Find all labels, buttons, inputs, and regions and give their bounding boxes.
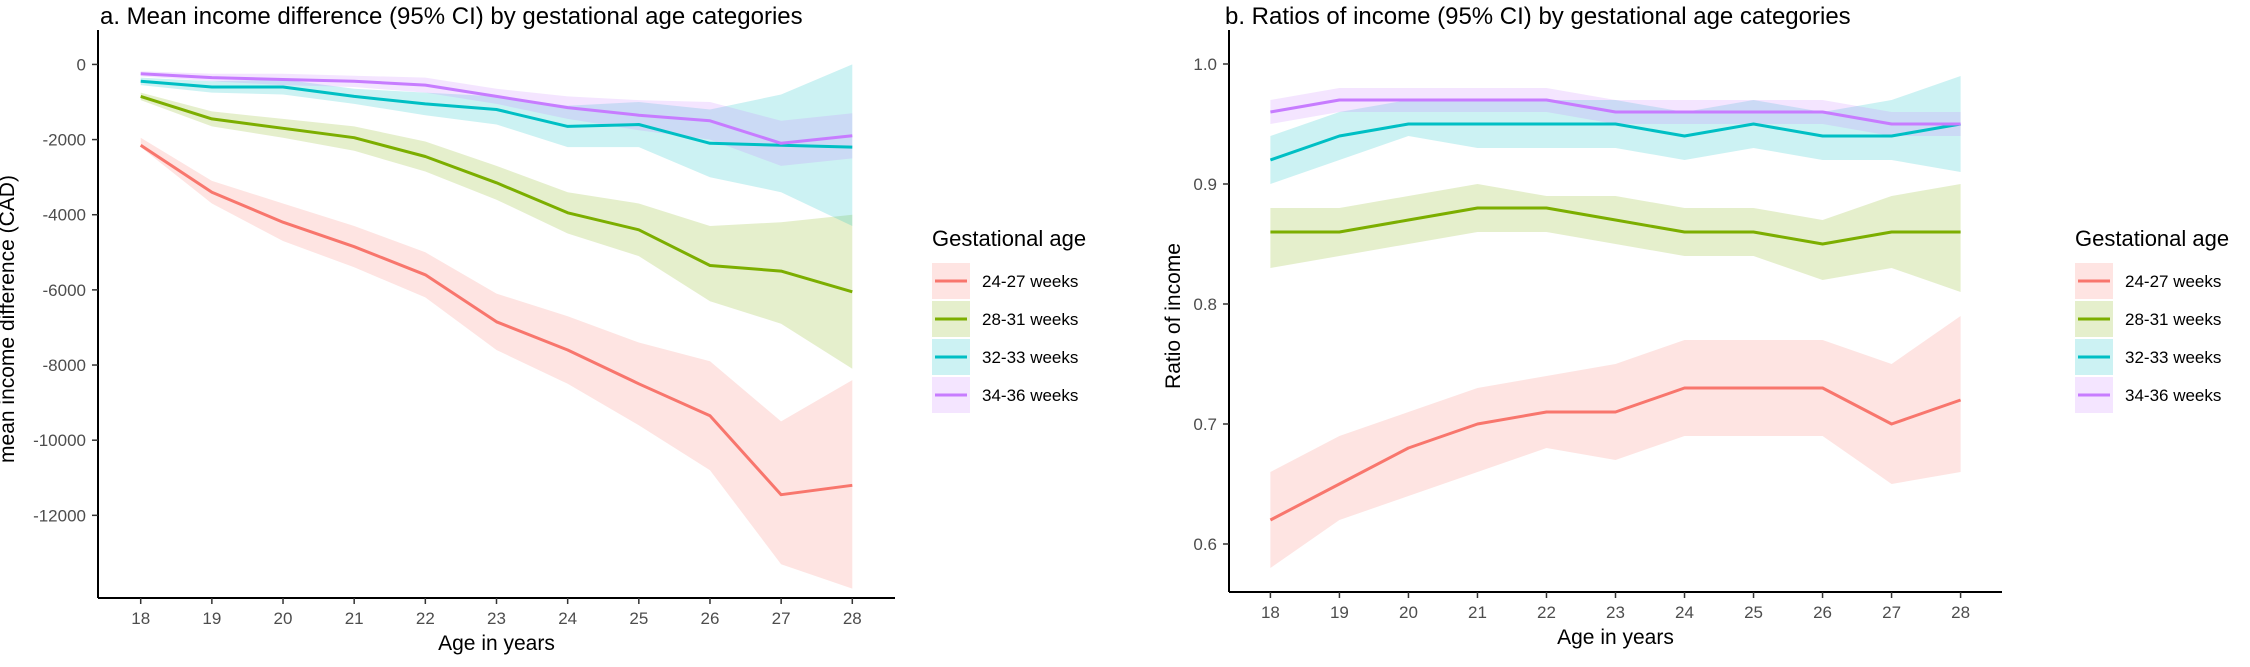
- series-line-0: [1269, 386, 1962, 522]
- legend-label: 28-31 weeks: [2125, 310, 2221, 329]
- x-tick-label: 25: [1744, 603, 1763, 622]
- y-tick-label: 0: [77, 55, 86, 74]
- series-line-2: [140, 79, 853, 149]
- y-tick-label: 0.9: [1193, 175, 1217, 194]
- x-tick-label: 24: [558, 609, 577, 628]
- x-tick-label: 24: [1675, 603, 1694, 622]
- legend: Gestational age 24-27 weeks 28-31 weeks 32-…: [932, 226, 1086, 413]
- x-tick-label: 26: [701, 609, 720, 628]
- x-tick-label: 28: [1951, 603, 1970, 622]
- chart-title: b. Ratios of income (95% CI) by gestatio…: [1225, 3, 1851, 30]
- legend-title: Gestational age: [2075, 226, 2229, 251]
- y-tick-label: -2000: [43, 131, 86, 150]
- x-tick-label: 18: [1261, 603, 1280, 622]
- ci-band-1: [1270, 184, 1961, 292]
- chart-b-svg: b. Ratios of income (95% CI) by gestatio…: [1162, 3, 2229, 649]
- x-tick-label: 21: [345, 609, 364, 628]
- ci-bands: [1270, 76, 1961, 568]
- x-tick-label: 28: [843, 609, 862, 628]
- series-line-3: [140, 72, 853, 145]
- x-tick-label: 22: [1537, 603, 1556, 622]
- series-lines: [139, 72, 853, 497]
- legend: Gestational age 24-27 weeks 28-31 weeks 32-…: [2075, 226, 2229, 413]
- y-axis-label: Ratio of income: [1162, 243, 1185, 389]
- ci-band-3: [140, 71, 853, 166]
- legend-label: 34-36 weeks: [2125, 386, 2221, 405]
- ci-band-2: [1270, 76, 1961, 184]
- legend-label: 28-31 weeks: [982, 310, 1078, 329]
- series-lines: [1269, 98, 1962, 522]
- y-tick-label: -10000: [33, 431, 86, 450]
- x-axis-label: Age in years: [1557, 626, 1674, 649]
- y-tick-label: 1.0: [1193, 55, 1217, 74]
- y-tick-label: -8000: [43, 356, 86, 375]
- x-tick-label: 23: [487, 609, 506, 628]
- legend-label: 32-33 weeks: [2125, 348, 2221, 367]
- legend-title: Gestational age: [932, 226, 1086, 251]
- ci-band-0: [140, 137, 853, 589]
- x-tick-label: 22: [416, 609, 435, 628]
- legend-label: 24-27 weeks: [2125, 272, 2221, 291]
- y-axis-label: mean income difference (CAD): [0, 175, 19, 463]
- x-tick-label: 26: [1813, 603, 1832, 622]
- chart-panel-a: a. Mean income difference (95% CI) by ge…: [0, 0, 1125, 662]
- x-tick-label: 19: [1330, 603, 1349, 622]
- series-line-3: [1270, 98, 1961, 126]
- chart-a-svg: a. Mean income difference (95% CI) by ge…: [0, 3, 1086, 655]
- y-tick-label: -12000: [33, 506, 86, 525]
- series-line-1: [140, 94, 853, 294]
- legend-label: 34-36 weeks: [982, 386, 1078, 405]
- legend-label: 24-27 weeks: [982, 272, 1078, 291]
- x-tick-label: 25: [629, 609, 648, 628]
- x-tick-label: 20: [274, 609, 293, 628]
- chart-panel-b: b. Ratios of income (95% CI) by gestatio…: [1125, 0, 2250, 662]
- series-line-1: [1270, 206, 1961, 246]
- y-tick-label: 0.8: [1193, 295, 1217, 314]
- y-tick-label: 0.6: [1193, 535, 1217, 554]
- x-tick-label: 23: [1606, 603, 1625, 622]
- x-tick-label: 21: [1468, 603, 1487, 622]
- y-tick-label: -4000: [43, 206, 86, 225]
- legend-label: 32-33 weeks: [982, 348, 1078, 367]
- y-tick-label: 0.7: [1193, 415, 1217, 434]
- x-tick-label: 27: [772, 609, 791, 628]
- x-tick-label: 20: [1399, 603, 1418, 622]
- chart-title: a. Mean income difference (95% CI) by ge…: [100, 3, 803, 30]
- series-line-2: [1269, 122, 1961, 162]
- ci-band-0: [1270, 316, 1961, 568]
- x-tick-label: 19: [202, 609, 221, 628]
- y-tick-label: -6000: [43, 281, 86, 300]
- series-line-0: [139, 143, 853, 497]
- x-tick-label: 27: [1882, 603, 1901, 622]
- x-axis-label: Age in years: [438, 632, 555, 655]
- x-tick-label: 18: [131, 609, 150, 628]
